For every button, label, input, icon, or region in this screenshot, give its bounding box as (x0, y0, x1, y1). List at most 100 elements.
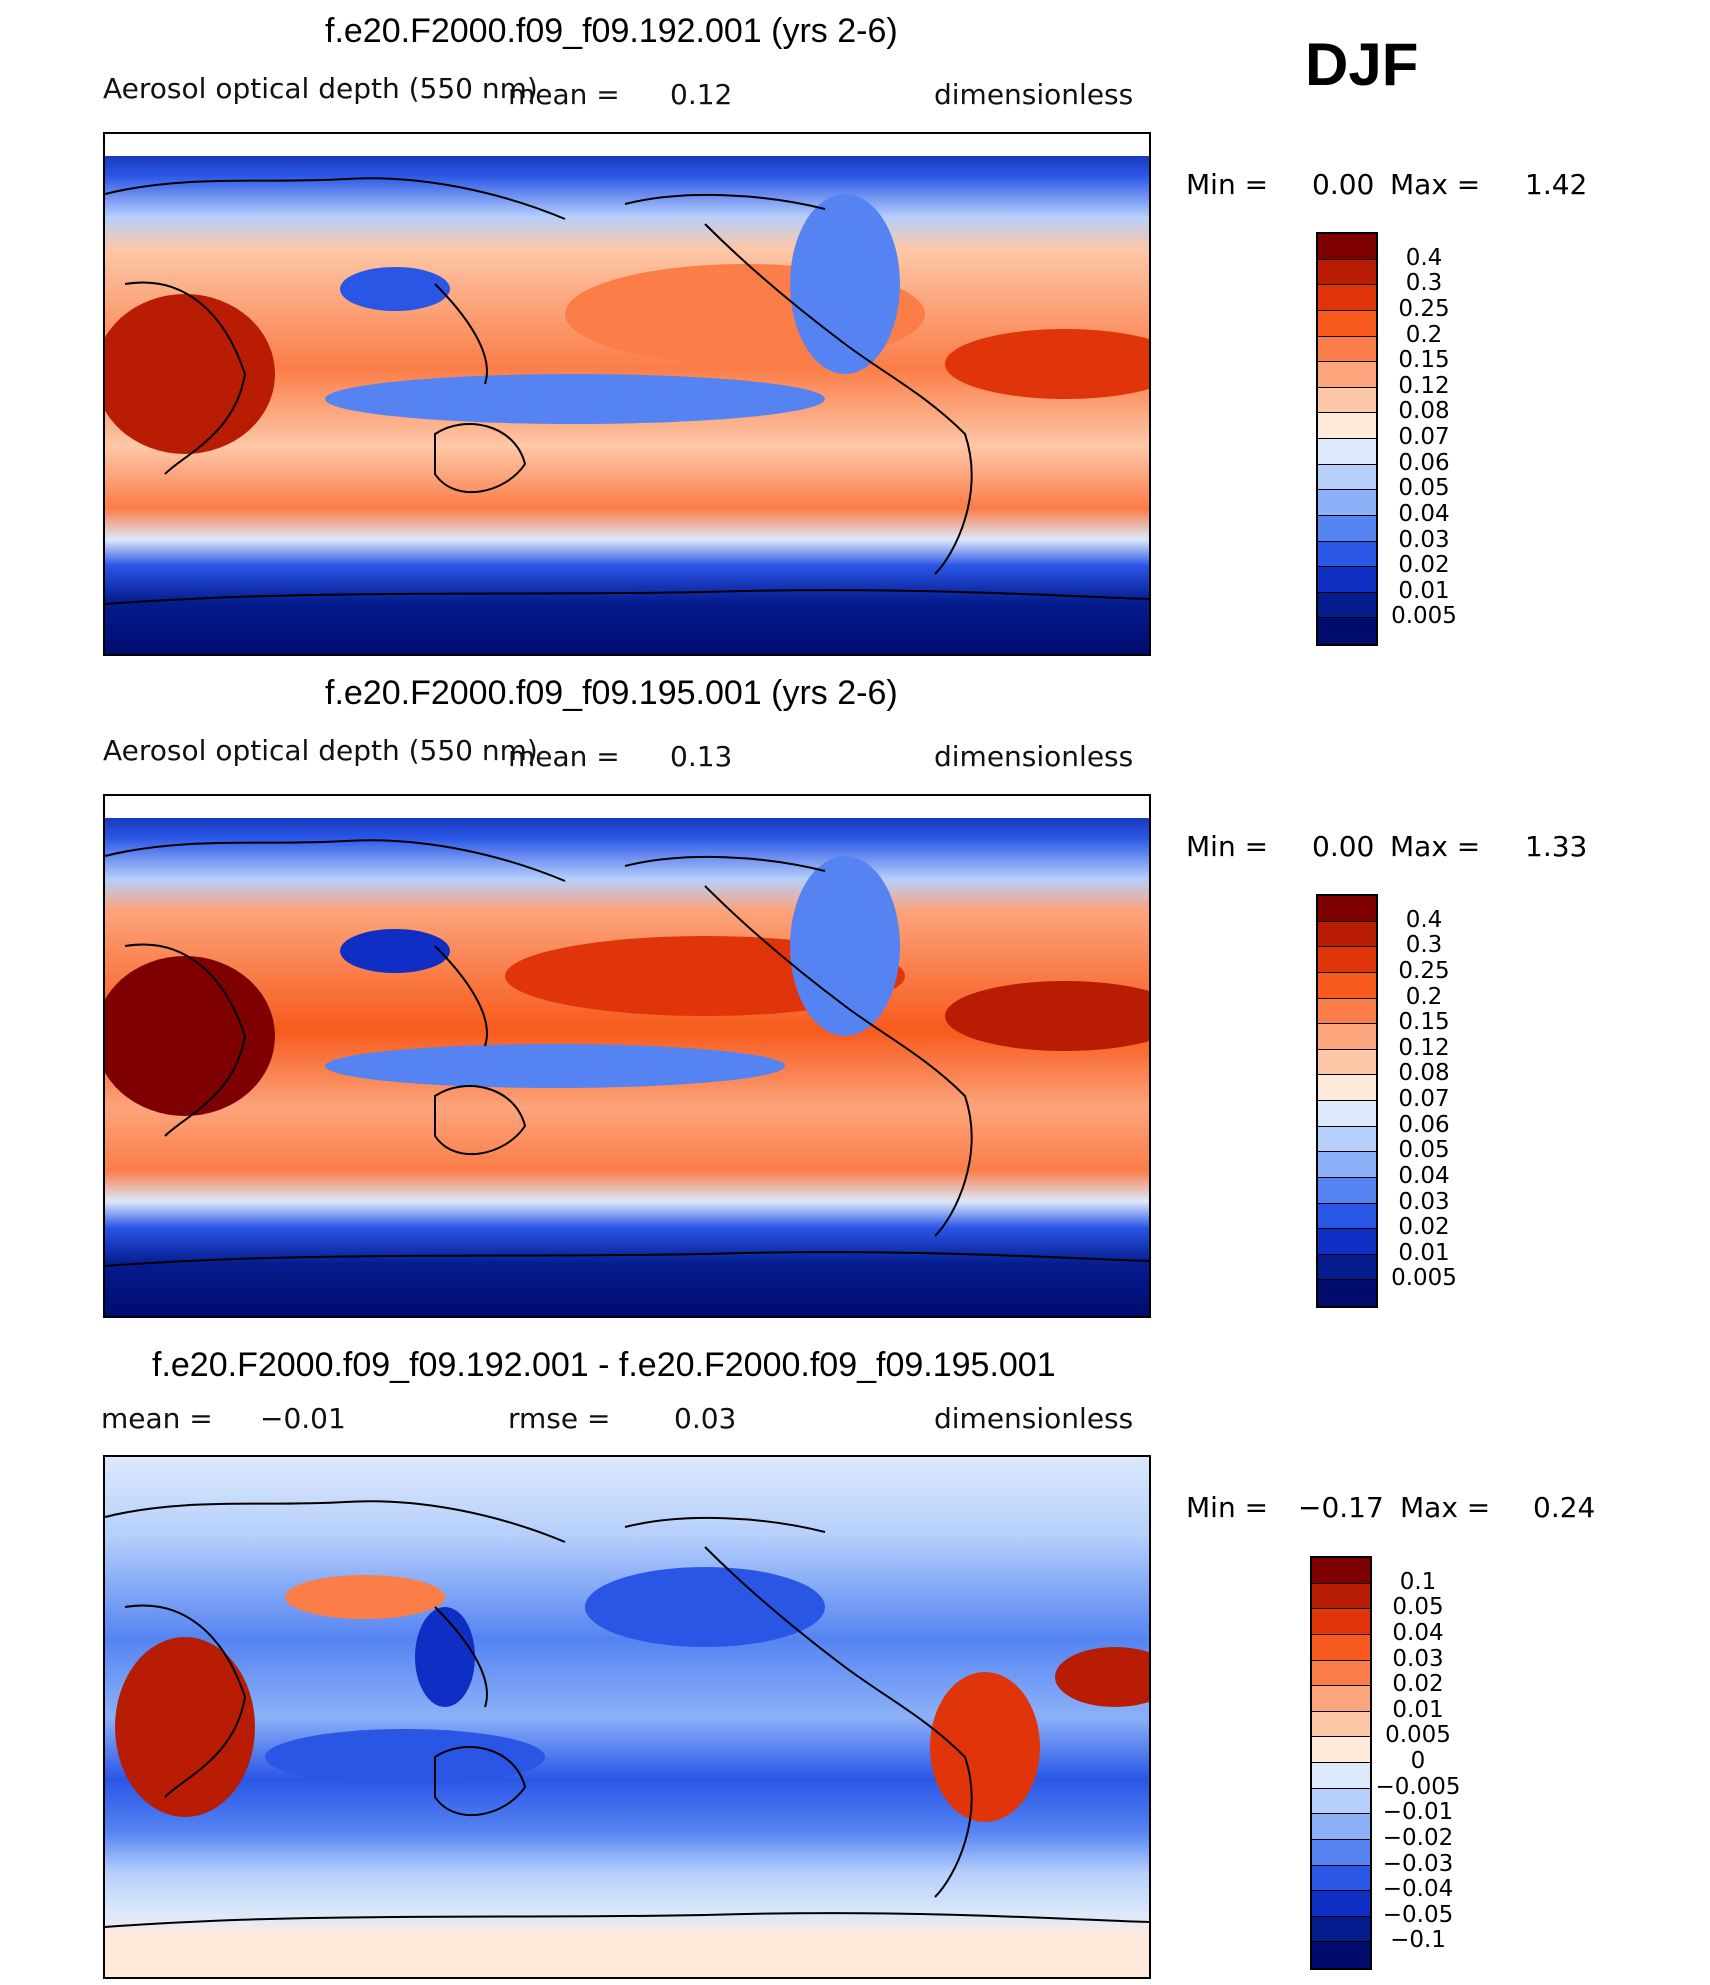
panel-1-max-label: Max = (1390, 168, 1481, 201)
colorbar-swatch (1318, 387, 1376, 414)
panel-2-max-label: Max = (1390, 830, 1481, 863)
panel-1-variable: Aerosol optical depth (550 nm) (103, 72, 538, 105)
colorbar-swatch (1318, 1254, 1376, 1281)
colorbar-swatch (1312, 1558, 1370, 1584)
colorbar-level-label: 0.03 (1398, 1188, 1450, 1215)
panel-3-rmse-label: rmse = (508, 1402, 611, 1435)
colorbar-level-label: 0.01 (1398, 577, 1450, 604)
colorbar-swatch (1318, 439, 1376, 465)
panel-3-rmse-value: 0.03 (674, 1402, 737, 1435)
colorbar-level-label: 0.1 (1399, 1568, 1437, 1595)
panel-2-colorbar (1316, 894, 1378, 1308)
colorbar-swatch (1318, 310, 1376, 337)
panel-3-units: dimensionless (934, 1402, 1134, 1435)
panel-1-missing-strip (105, 134, 1149, 156)
colorbar-level-label: 0.4 (1405, 244, 1443, 271)
panel-3-mean-value: −0.01 (260, 1402, 346, 1435)
colorbar-level-label: 0.08 (1398, 1060, 1450, 1087)
colorbar-swatch (1318, 1229, 1376, 1255)
panel-2-africa-dust (105, 956, 275, 1116)
panel-3-coastlines (105, 1500, 1149, 1928)
colorbar-level-label: −0.05 (1382, 1901, 1454, 1928)
colorbar-level-label: 0.05 (1398, 1137, 1450, 1164)
colorbar-level-label: 0.2 (1405, 983, 1443, 1010)
panel-3-title: f.e20.F2000.f09_f09.192.001 - f.e20.F200… (152, 1346, 1056, 1384)
colorbar-swatch (1312, 1634, 1370, 1661)
panel-1-atlantic-plume (945, 329, 1149, 399)
panel-1-min-label: Min = (1186, 168, 1269, 201)
colorbar-swatch (1318, 1177, 1376, 1204)
colorbar-swatch (1318, 362, 1376, 388)
colorbar-level-label: 0.06 (1398, 1111, 1450, 1138)
colorbar-swatch (1312, 1865, 1370, 1892)
colorbar-level-label: 0.12 (1398, 1034, 1450, 1061)
colorbar-level-label: −0.02 (1382, 1824, 1454, 1851)
colorbar-swatch (1318, 998, 1376, 1025)
colorbar-swatch (1318, 541, 1376, 568)
colorbar-level-label: 0.05 (1392, 1594, 1444, 1621)
colorbar-swatch (1318, 1280, 1376, 1306)
colorbar-level-label: 0.07 (1398, 1086, 1450, 1112)
panel-1-colorbar (1316, 232, 1378, 646)
colorbar-swatch (1318, 567, 1376, 593)
colorbar-swatch (1312, 1916, 1370, 1943)
panel-1-units: dimensionless (934, 78, 1134, 111)
colorbar-swatch (1312, 1711, 1370, 1738)
panel-2-units: dimensionless (934, 740, 1134, 773)
colorbar-level-label: −0.04 (1382, 1876, 1454, 1903)
colorbar-level-label: 0.25 (1398, 295, 1450, 322)
panel-1-mean-label: mean = (508, 78, 620, 111)
colorbar-swatch (1318, 1101, 1376, 1127)
colorbar-level-label: 0.01 (1398, 1239, 1450, 1266)
colorbar-swatch (1312, 1763, 1370, 1789)
colorbar-level-label: 0.25 (1398, 957, 1450, 984)
colorbar-swatch (1318, 336, 1376, 363)
colorbar-swatch (1312, 1609, 1370, 1635)
colorbar-swatch (1318, 234, 1376, 260)
panel-2-atlantic-plume (945, 981, 1149, 1051)
colorbar-swatch (1318, 285, 1376, 311)
colorbar-level-label: 0.3 (1405, 932, 1443, 959)
colorbar-level-label: 0.005 (1391, 1265, 1457, 1292)
colorbar-swatch (1318, 618, 1376, 644)
colorbar-level-label: 0.2 (1405, 321, 1443, 348)
panel-1-title: f.e20.F2000.f09_f09.192.001 (yrs 2-6) (325, 12, 898, 50)
colorbar-swatch (1318, 259, 1376, 286)
colorbar-level-label: 0.07 (1398, 424, 1450, 450)
panel-2-max-value: 1.33 (1525, 830, 1588, 863)
colorbar-level-label: 0.04 (1398, 500, 1450, 527)
colorbar-swatch (1318, 947, 1376, 973)
panel-2-mean-label: mean = (508, 740, 620, 773)
panel-3-colorbar (1310, 1556, 1372, 1970)
colorbar-swatch (1318, 464, 1376, 491)
colorbar-level-label: 0.4 (1405, 906, 1443, 933)
panel-2-coastlines (105, 839, 1149, 1267)
colorbar-level-label: 0.15 (1398, 1009, 1450, 1036)
panel-2-mean-value: 0.13 (670, 740, 733, 773)
panel-2-namerica-low (790, 856, 900, 1036)
panel-3-max-label: Max = (1400, 1491, 1491, 1524)
colorbar-swatch (1312, 1891, 1370, 1917)
panel-1-itcz-low (325, 374, 825, 424)
panel-3-asia-positive (285, 1575, 445, 1619)
panel-3-atlantic-positive (1055, 1647, 1149, 1707)
panel-2-map (103, 794, 1151, 1318)
panel-2-missing-strip (105, 796, 1149, 818)
colorbar-level-label: 0.005 (1391, 603, 1457, 630)
colorbar-swatch (1312, 1660, 1370, 1687)
colorbar-level-label: −0.005 (1375, 1773, 1461, 1800)
panel-2-min-label: Min = (1186, 830, 1269, 863)
colorbar-level-label: 0.12 (1398, 372, 1450, 399)
colorbar-level-label: 0.05 (1398, 475, 1450, 502)
colorbar-swatch (1318, 490, 1376, 516)
colorbar-level-label: 0 (1410, 1748, 1426, 1774)
panel-2-variable: Aerosol optical depth (550 nm) (103, 734, 538, 767)
panel-3-min-label: Min = (1186, 1491, 1269, 1524)
colorbar-level-label: 0.04 (1392, 1619, 1444, 1646)
colorbar-swatch (1318, 1126, 1376, 1153)
panel-1-tibet-low (340, 267, 450, 311)
panel-3-indian-negative (265, 1729, 545, 1785)
panel-1-min-value: 0.00 (1312, 168, 1375, 201)
panel-3-eastasia-negative (415, 1607, 475, 1707)
colorbar-level-label: 0.01 (1392, 1696, 1444, 1723)
